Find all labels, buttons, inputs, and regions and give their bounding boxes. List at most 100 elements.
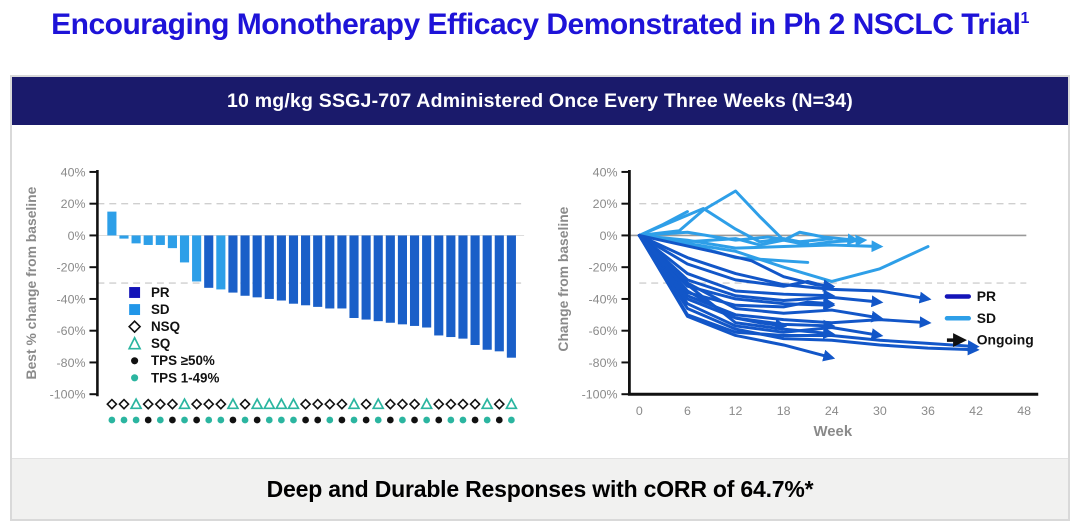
tps-dot-marker — [314, 416, 322, 424]
waterfall-bar — [313, 235, 323, 307]
legend-label: TPS ≥50% — [151, 353, 215, 368]
sq-triangle-marker — [178, 397, 191, 410]
slide: Encouraging Monotherapy Efficacy Demonst… — [0, 8, 1080, 521]
x-tick-label: 18 — [777, 404, 791, 418]
nsq-diamond-marker — [190, 398, 203, 410]
x-tick-label: 6 — [684, 404, 691, 418]
tps-dot-marker — [144, 416, 152, 424]
waterfall-bar — [276, 235, 286, 301]
nsq-diamond-marker — [408, 398, 421, 410]
waterfall-bar — [446, 235, 456, 338]
spider-line-pr — [637, 233, 980, 356]
tps-dot-marker — [386, 416, 394, 424]
legend-swatch-triangle — [127, 335, 142, 350]
sq-triangle-marker — [287, 397, 300, 410]
waterfall-bar — [119, 235, 129, 239]
nsq-diamond-marker — [493, 398, 505, 410]
waterfall-bar — [325, 235, 335, 309]
x-tick-label: 12 — [729, 404, 743, 418]
y-tick-label: 20% — [593, 197, 618, 211]
legend-swatch-dot — [131, 374, 139, 382]
tps-dot-marker — [302, 416, 309, 424]
tps-dot-marker — [399, 416, 406, 424]
sq-triangle-marker — [505, 397, 518, 410]
y-tick-label: 40% — [593, 165, 618, 179]
legend-label: PR — [151, 285, 170, 300]
tps-dot-marker — [423, 416, 431, 424]
spider-line-pr — [637, 233, 932, 304]
tps-dot-marker — [411, 416, 418, 424]
waterfall-bar — [143, 235, 153, 245]
legend-label: SD — [151, 302, 170, 317]
waterfall-bar — [397, 235, 407, 325]
waterfall-bar — [179, 235, 190, 263]
tps-dot-marker — [338, 416, 346, 424]
nsq-diamond-marker — [336, 398, 348, 410]
tps-dot-marker — [169, 416, 176, 424]
y-tick-label: 40% — [61, 165, 86, 179]
waterfall-bar — [482, 235, 492, 350]
waterfall-bar — [155, 235, 165, 245]
waterfall-bar — [192, 235, 202, 282]
sq-triangle-marker — [480, 397, 494, 410]
legend-label: SD — [977, 310, 996, 326]
nsq-diamond-marker — [384, 398, 397, 410]
x-tick-label: 36 — [921, 404, 935, 418]
nsq-diamond-marker — [118, 398, 130, 410]
tps-dot-marker — [374, 416, 382, 424]
nsq-diamond-marker — [396, 398, 409, 410]
legend-label: TPS 1-49% — [151, 370, 219, 385]
nsq-diamond-marker — [215, 398, 227, 410]
spider-line-pr — [637, 233, 980, 352]
tps-dot-marker — [253, 416, 261, 424]
waterfall-bar — [216, 235, 226, 290]
content-panel: 10 mg/kg SSGJ-707 Administered Once Ever… — [10, 75, 1070, 521]
spider-line-pr — [637, 233, 836, 362]
x-tick-label: 42 — [969, 404, 983, 418]
spider-line-sd — [637, 233, 884, 253]
legend-label: Ongoing — [977, 332, 1034, 348]
y-tick-label: 20% — [61, 197, 86, 211]
legend-label: SQ — [151, 336, 170, 351]
waterfall-bar — [131, 235, 141, 244]
spider-line-pr — [637, 233, 884, 308]
tps-dot-marker — [120, 416, 128, 424]
y-tick-label: -100% — [50, 388, 86, 402]
nsq-diamond-marker — [154, 398, 166, 410]
waterfall-bar — [240, 235, 250, 296]
waterfall-bar — [107, 211, 117, 236]
sq-triangle-marker — [250, 397, 264, 410]
tps-dot-marker — [483, 416, 491, 424]
y-tick-label: -60% — [589, 324, 618, 338]
tps-dot-marker — [156, 416, 164, 424]
tps-dot-marker — [229, 416, 237, 424]
y-tick-label: 0% — [600, 229, 618, 243]
tps-dot-marker — [508, 416, 515, 424]
nsq-diamond-marker — [457, 398, 469, 410]
spider-chart: 40% 20% 0% -20% -40% -60% -80% -100% 0 6 12 18 24 30 3… — [555, 165, 1039, 440]
waterfall-bar — [288, 235, 299, 304]
tps-dot-marker — [362, 416, 370, 424]
waterfall-bar — [385, 235, 395, 323]
spider-line-sd — [637, 233, 930, 283]
tps-dot-marker — [447, 416, 455, 424]
sq-triangle-marker — [371, 397, 385, 410]
tps-dot-marker — [205, 416, 213, 424]
waterfall-bar — [506, 235, 516, 358]
legend-label: NSQ — [151, 319, 180, 334]
tps-dot-marker — [495, 416, 503, 424]
tps-dot-marker — [278, 416, 285, 424]
sq-triangle-marker — [274, 397, 288, 410]
y-tick-label: -20% — [57, 261, 86, 275]
page-title-text: Encouraging Monotherapy Efficacy Demonst… — [51, 8, 1021, 41]
waterfall-bar — [434, 235, 444, 336]
waterfall-bar — [252, 235, 262, 298]
x-tick-label: 30 — [873, 404, 887, 418]
y-tick-label: -80% — [57, 356, 86, 370]
waterfall-chart: 40% 20% 0% -20% -40% -60% -80% -100% Best % chan… — [23, 165, 525, 424]
legend-swatch-square — [129, 304, 141, 316]
tps-dot-marker — [241, 416, 249, 424]
y-tick-label: -20% — [589, 261, 618, 275]
nsq-diamond-marker — [360, 398, 372, 410]
title-superscript: 1 — [1020, 10, 1029, 27]
